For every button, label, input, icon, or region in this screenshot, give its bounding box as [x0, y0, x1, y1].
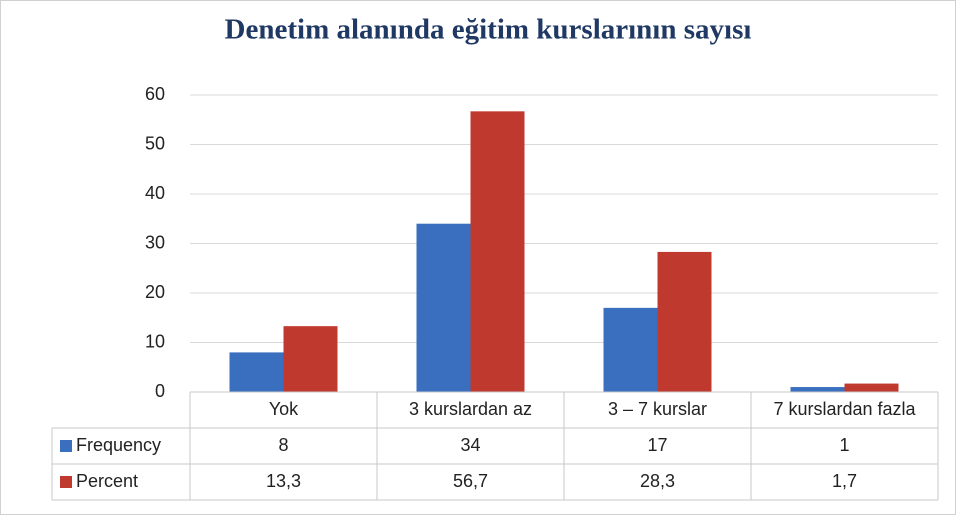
y-tick-label: 50 — [145, 133, 165, 153]
legend-key — [60, 440, 72, 452]
y-tick-label: 10 — [145, 331, 165, 351]
legend-label: Frequency — [76, 435, 161, 455]
bar — [229, 352, 284, 392]
x-tick-label: 3 kurslardan az — [409, 399, 532, 419]
bar — [657, 251, 712, 392]
table-value: 1,7 — [832, 471, 857, 491]
bar — [844, 383, 899, 392]
y-tick-label: 20 — [145, 282, 165, 302]
table-value: 1 — [839, 435, 849, 455]
y-tick-label: 60 — [145, 84, 165, 104]
chart-title: Denetim alanında eğitim kurslarının sayı… — [225, 14, 752, 46]
table-value: 13,3 — [266, 471, 301, 491]
x-tick-label: 7 kurslardan fazla — [773, 399, 916, 419]
x-tick-label: Yok — [269, 399, 299, 419]
table-value: 28,3 — [640, 471, 675, 491]
legend-key — [60, 476, 72, 488]
legend-label: Percent — [76, 471, 138, 491]
y-tick-label: 30 — [145, 232, 165, 252]
table-value: 34 — [460, 435, 480, 455]
bar — [470, 111, 525, 393]
bar — [283, 326, 338, 392]
table-value: 8 — [278, 435, 288, 455]
y-tick-label: 40 — [145, 183, 165, 203]
table-value: 17 — [647, 435, 667, 455]
bar — [790, 387, 845, 392]
y-tick-label: 0 — [155, 381, 165, 401]
table-value: 56,7 — [453, 471, 488, 491]
x-tick-label: 3 – 7 kurslar — [608, 399, 707, 419]
bar — [603, 307, 658, 392]
bar — [416, 223, 471, 392]
